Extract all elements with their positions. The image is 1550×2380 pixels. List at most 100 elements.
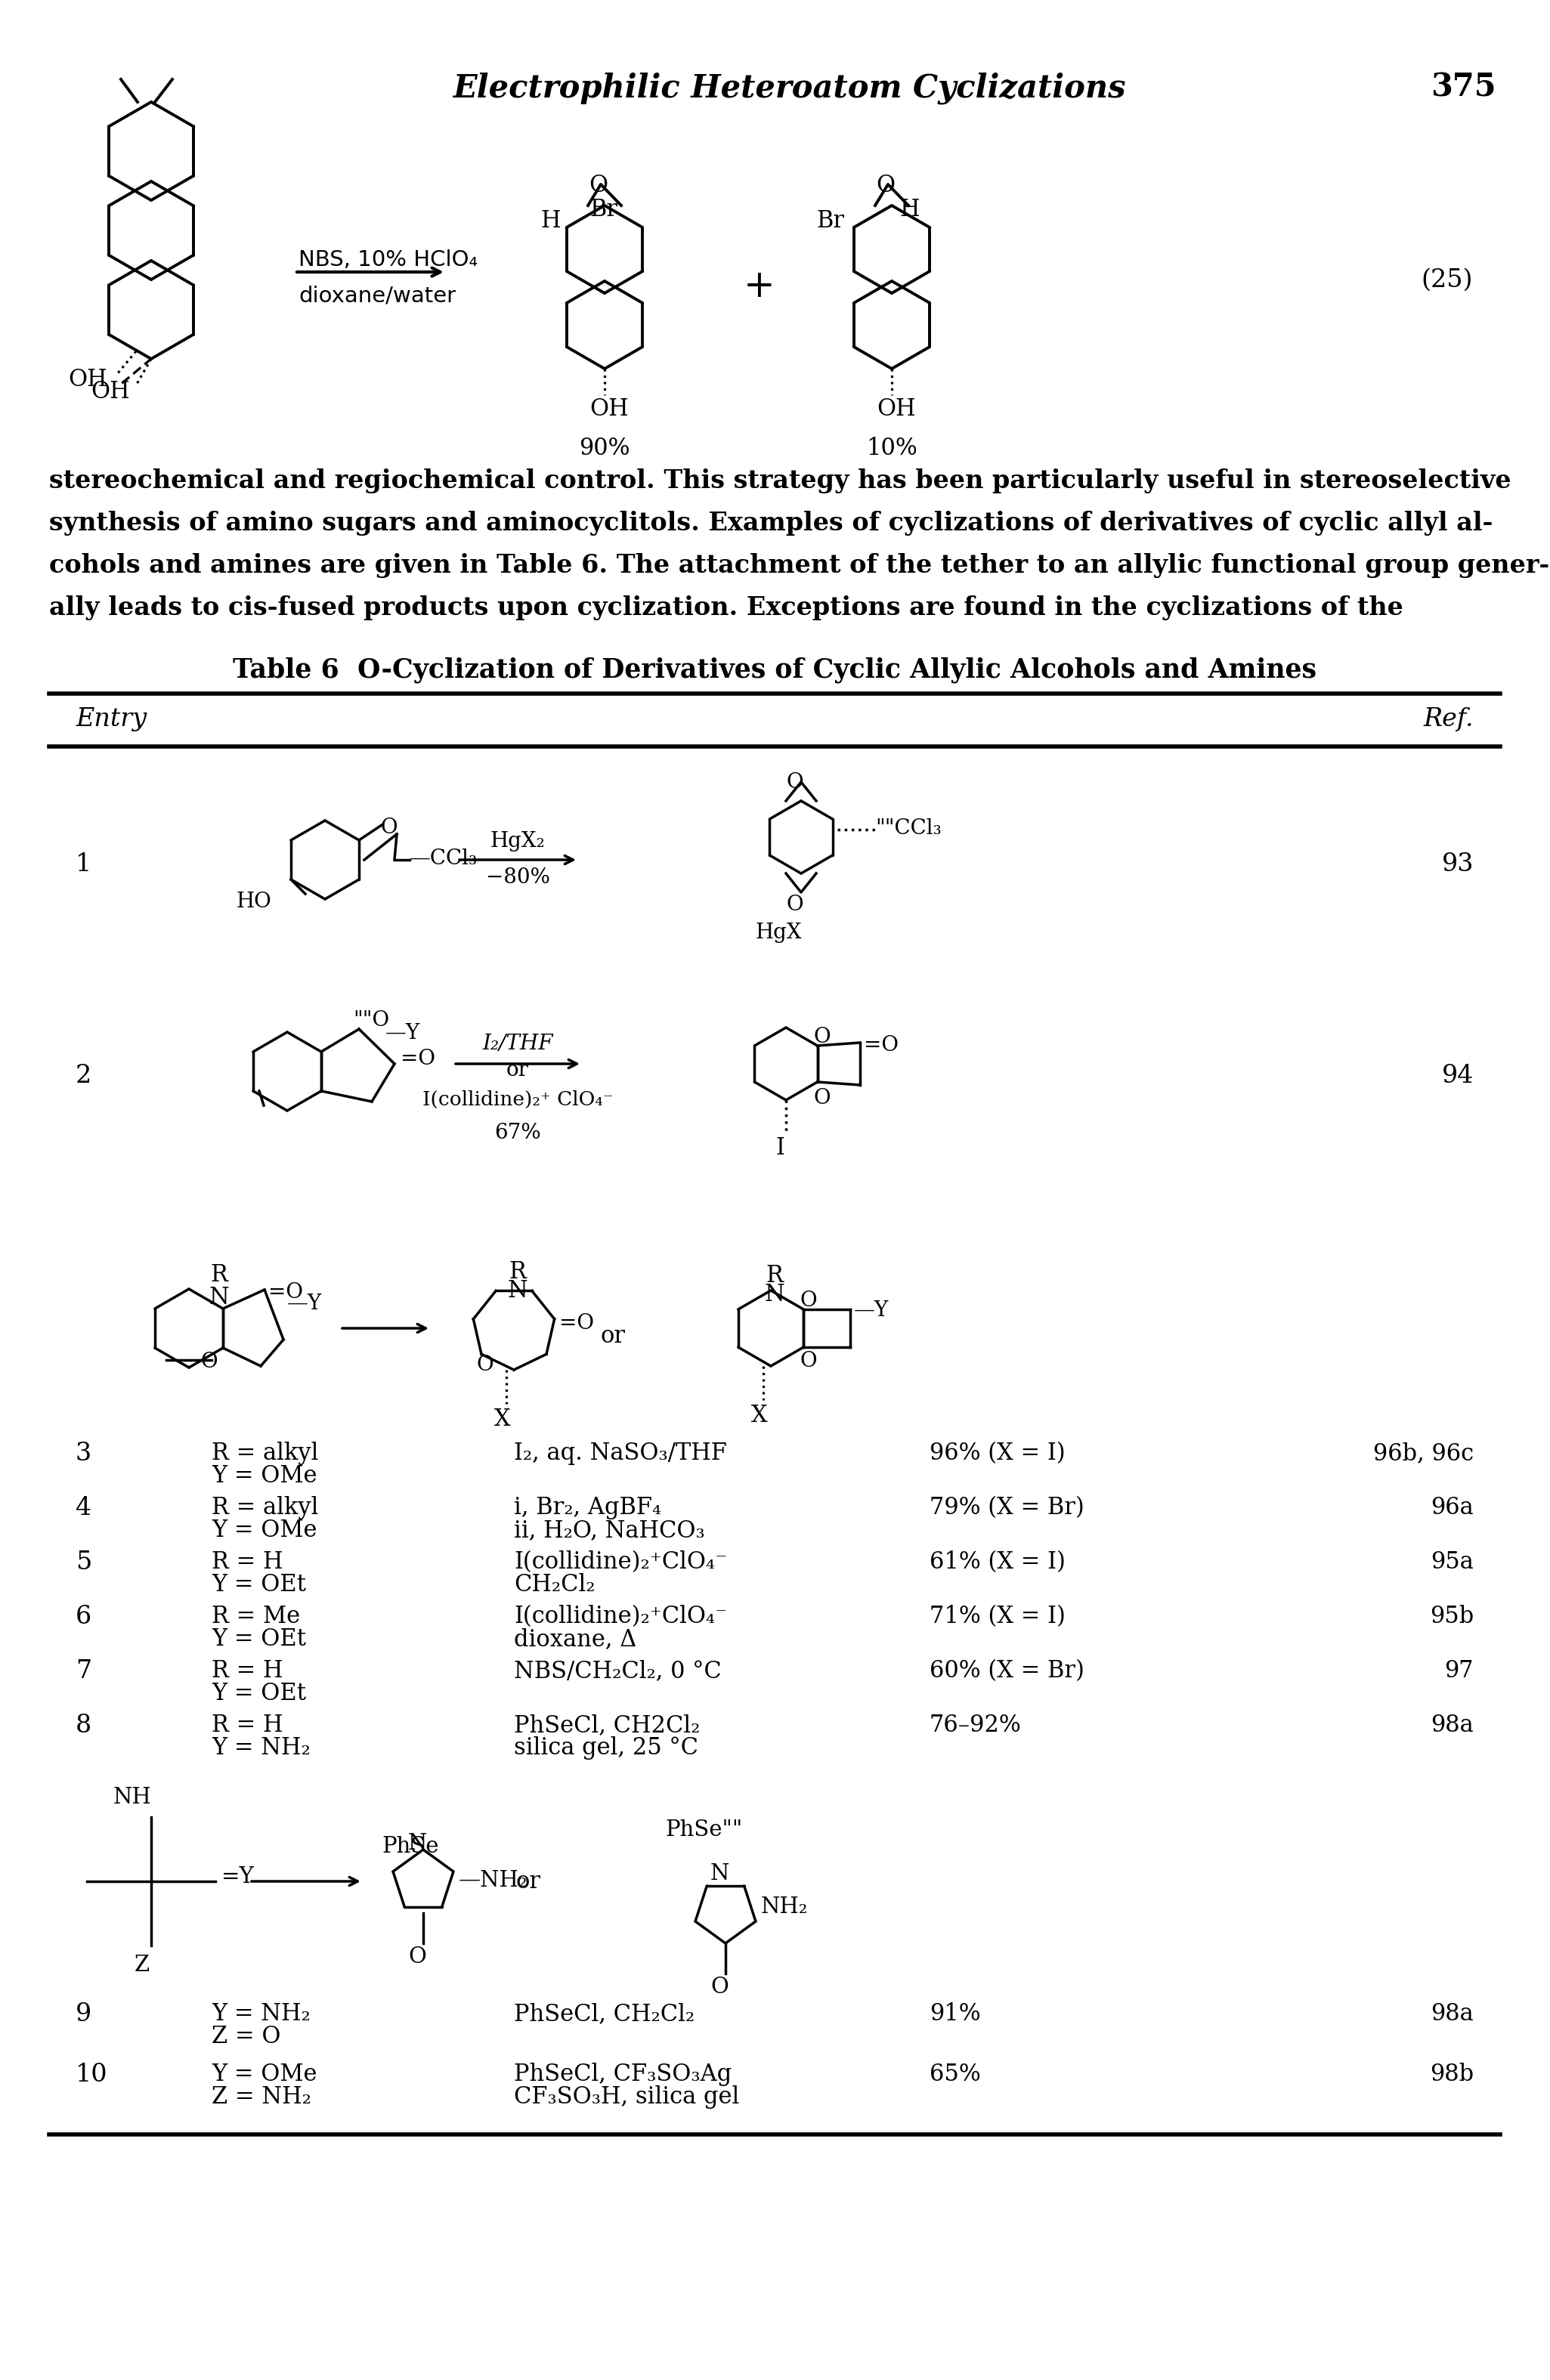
Text: Y = OEt: Y = OEt <box>212 1683 305 1706</box>
Text: —NH₂: —NH₂ <box>459 1871 529 1892</box>
Text: PhSe: PhSe <box>381 1835 439 1856</box>
Text: O: O <box>800 1352 817 1371</box>
Text: ""CCl₃: ""CCl₃ <box>876 819 941 838</box>
Text: cohols and amines are given in Table 6. The attachment of the tether to an allyl: cohols and amines are given in Table 6. … <box>50 552 1550 578</box>
Text: 10%: 10% <box>866 436 918 459</box>
Text: —CCl₃: —CCl₃ <box>409 850 477 869</box>
Text: Y = NH₂: Y = NH₂ <box>212 2002 310 2025</box>
Text: R: R <box>766 1264 783 1288</box>
Text: I₂/THF: I₂/THF <box>482 1033 553 1054</box>
Text: 96% (X = I): 96% (X = I) <box>930 1442 1065 1466</box>
Text: Z = NH₂: Z = NH₂ <box>212 2085 312 2109</box>
Text: 67%: 67% <box>494 1123 541 1142</box>
Text: R = alkyl: R = alkyl <box>212 1442 318 1466</box>
Text: Y = OMe: Y = OMe <box>212 1518 318 1542</box>
Text: Z: Z <box>135 1954 150 1975</box>
Text: 1: 1 <box>76 852 91 876</box>
Text: O: O <box>876 174 896 198</box>
Text: Y = OMe: Y = OMe <box>212 1464 318 1488</box>
Text: =O: =O <box>863 1035 899 1054</box>
Text: 8: 8 <box>76 1714 91 1737</box>
Text: PhSe"": PhSe"" <box>665 1818 742 1840</box>
Text: R = H: R = H <box>212 1549 284 1573</box>
Text: R = H: R = H <box>212 1714 284 1737</box>
Text: OH: OH <box>589 397 628 421</box>
Text: ally leads to ​cis​-fused products upon cyclization. Exceptions are found in the: ally leads to ​cis​-fused products upon … <box>50 595 1403 621</box>
Text: dioxane/water: dioxane/water <box>299 286 456 307</box>
Text: 95b: 95b <box>1429 1604 1474 1628</box>
Text: 96a: 96a <box>1431 1497 1474 1518</box>
Text: Table 6  ​O-Cyclization of Derivatives of Cyclic Allylic Alcohols and Amines: Table 6 ​O-Cyclization of Derivatives of… <box>232 657 1316 683</box>
Text: Electrophilic Heteroatom Cyclizations: Electrophilic Heteroatom Cyclizations <box>454 71 1127 105</box>
Text: 94: 94 <box>1442 1064 1474 1088</box>
Text: Z = O: Z = O <box>212 2025 281 2049</box>
Text: 9: 9 <box>76 2002 91 2025</box>
Text: Entry: Entry <box>76 707 147 731</box>
Text: 6: 6 <box>76 1604 91 1628</box>
Text: I: I <box>775 1135 784 1159</box>
Text: Y = OEt: Y = OEt <box>212 1628 305 1652</box>
Text: R: R <box>211 1264 228 1288</box>
Text: =O: =O <box>400 1050 436 1069</box>
Text: O: O <box>710 1975 729 1997</box>
Text: HO: HO <box>237 892 271 912</box>
Text: NBS/CH₂Cl₂, 0 °C: NBS/CH₂Cl₂, 0 °C <box>515 1659 722 1683</box>
Text: CH₂Cl₂: CH₂Cl₂ <box>515 1573 595 1597</box>
Text: CF₃SO₃H, silica gel: CF₃SO₃H, silica gel <box>515 2085 739 2109</box>
Text: O: O <box>200 1352 217 1373</box>
Text: H: H <box>899 198 919 221</box>
Text: Y = OMe: Y = OMe <box>212 2063 318 2087</box>
Text: dioxane, Δ: dioxane, Δ <box>515 1628 637 1652</box>
Text: O: O <box>800 1290 817 1311</box>
Text: stereochemical and regiochemical control. This strategy has been particularly us: stereochemical and regiochemical control… <box>50 469 1511 493</box>
Text: or: or <box>516 1871 541 1894</box>
Text: PhSeCl, CH2Cl₂: PhSeCl, CH2Cl₂ <box>515 1714 701 1737</box>
Text: NBS, 10% HClO₄: NBS, 10% HClO₄ <box>299 250 477 271</box>
Text: NH: NH <box>113 1787 152 1809</box>
Text: 60% (X = Br): 60% (X = Br) <box>930 1659 1085 1683</box>
Text: i, Br₂, AgBF₄: i, Br₂, AgBF₄ <box>515 1497 662 1518</box>
Text: O: O <box>814 1088 831 1109</box>
Text: silica gel, 25 °C: silica gel, 25 °C <box>515 1737 699 1759</box>
Text: 97: 97 <box>1445 1659 1474 1683</box>
Text: X: X <box>752 1404 767 1428</box>
Text: I(collidine)₂⁺ ClO₄⁻: I(collidine)₂⁺ ClO₄⁻ <box>422 1090 614 1109</box>
Text: or: or <box>601 1326 626 1347</box>
Text: R = H: R = H <box>212 1659 284 1683</box>
Text: NH₂: NH₂ <box>761 1897 808 1918</box>
Text: Y = OEt: Y = OEt <box>212 1573 305 1597</box>
Text: Ref.: Ref. <box>1423 707 1474 731</box>
Text: Br: Br <box>817 209 845 233</box>
Text: 79% (X = Br): 79% (X = Br) <box>930 1497 1085 1518</box>
Text: 98a: 98a <box>1431 1714 1474 1737</box>
Text: OH: OH <box>91 381 130 405</box>
Text: 71% (X = I): 71% (X = I) <box>930 1604 1065 1628</box>
Text: O: O <box>380 816 397 838</box>
Text: O: O <box>786 771 803 793</box>
Text: synthesis of amino sugars and aminocyclitols. Examples of cyclizations of deriva: synthesis of amino sugars and aminocycli… <box>50 512 1493 536</box>
Text: 91%: 91% <box>930 2002 981 2025</box>
Text: 98b: 98b <box>1429 2063 1474 2087</box>
Text: I₂, aq. NaSO₃/THF: I₂, aq. NaSO₃/THF <box>515 1442 727 1466</box>
Text: 3: 3 <box>76 1442 91 1466</box>
Text: 76–92%: 76–92% <box>930 1714 1021 1737</box>
Text: —Y: —Y <box>386 1023 420 1042</box>
Text: Y = NH₂: Y = NH₂ <box>212 1737 310 1759</box>
Text: N: N <box>764 1283 784 1307</box>
Text: =O: =O <box>268 1283 304 1302</box>
Text: 90%: 90% <box>580 436 631 459</box>
Text: Br: Br <box>589 198 617 221</box>
Text: O: O <box>786 895 803 914</box>
Text: R = Me: R = Me <box>212 1604 301 1628</box>
Text: 95a: 95a <box>1431 1549 1474 1573</box>
Text: HgX₂: HgX₂ <box>490 831 546 852</box>
Text: −80%: −80% <box>485 866 550 888</box>
Text: OH: OH <box>68 369 107 390</box>
Text: =O: =O <box>560 1314 594 1333</box>
Text: 4: 4 <box>76 1497 91 1521</box>
Text: 98a: 98a <box>1431 2002 1474 2025</box>
Text: 2: 2 <box>76 1064 91 1088</box>
Text: X: X <box>494 1407 512 1430</box>
Text: =Y: =Y <box>222 1866 254 1887</box>
Text: 7: 7 <box>76 1659 91 1683</box>
